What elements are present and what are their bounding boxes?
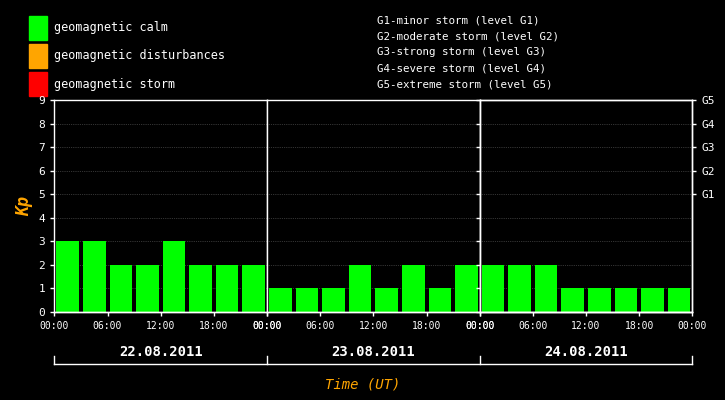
Text: G3-strong storm (level G3): G3-strong storm (level G3) bbox=[377, 48, 546, 58]
Bar bbox=[376, 288, 398, 312]
Bar bbox=[561, 288, 584, 312]
Bar bbox=[641, 288, 664, 312]
Text: G5-extreme storm (level G5): G5-extreme storm (level G5) bbox=[377, 79, 552, 89]
Text: G1-minor storm (level G1): G1-minor storm (level G1) bbox=[377, 16, 539, 26]
Bar bbox=[349, 265, 371, 312]
Bar bbox=[216, 265, 239, 312]
Y-axis label: Kp: Kp bbox=[15, 196, 33, 216]
Text: G4-severe storm (level G4): G4-severe storm (level G4) bbox=[377, 63, 546, 73]
Text: 22.08.2011: 22.08.2011 bbox=[119, 345, 202, 359]
Text: geomagnetic calm: geomagnetic calm bbox=[54, 21, 168, 34]
Bar bbox=[322, 288, 345, 312]
Bar bbox=[508, 265, 531, 312]
Bar bbox=[29, 44, 47, 68]
Bar bbox=[29, 16, 47, 40]
Text: geomagnetic storm: geomagnetic storm bbox=[54, 78, 175, 91]
Bar bbox=[162, 241, 186, 312]
Bar bbox=[402, 265, 425, 312]
Bar bbox=[668, 288, 690, 312]
Bar bbox=[455, 265, 478, 312]
Bar bbox=[109, 265, 132, 312]
Bar bbox=[535, 265, 558, 312]
Bar bbox=[615, 288, 637, 312]
Bar bbox=[83, 241, 106, 312]
Bar bbox=[428, 288, 451, 312]
Text: 23.08.2011: 23.08.2011 bbox=[331, 345, 415, 359]
Bar bbox=[57, 241, 79, 312]
Text: G2-moderate storm (level G2): G2-moderate storm (level G2) bbox=[377, 32, 559, 42]
Text: Time (UT): Time (UT) bbox=[325, 377, 400, 391]
Bar bbox=[242, 265, 265, 312]
Bar bbox=[189, 265, 212, 312]
Bar bbox=[136, 265, 159, 312]
Text: geomagnetic disturbances: geomagnetic disturbances bbox=[54, 50, 225, 62]
Bar bbox=[29, 72, 47, 96]
Bar bbox=[588, 288, 610, 312]
Text: 24.08.2011: 24.08.2011 bbox=[544, 345, 628, 359]
Bar bbox=[269, 288, 291, 312]
Bar bbox=[481, 265, 505, 312]
Bar bbox=[296, 288, 318, 312]
